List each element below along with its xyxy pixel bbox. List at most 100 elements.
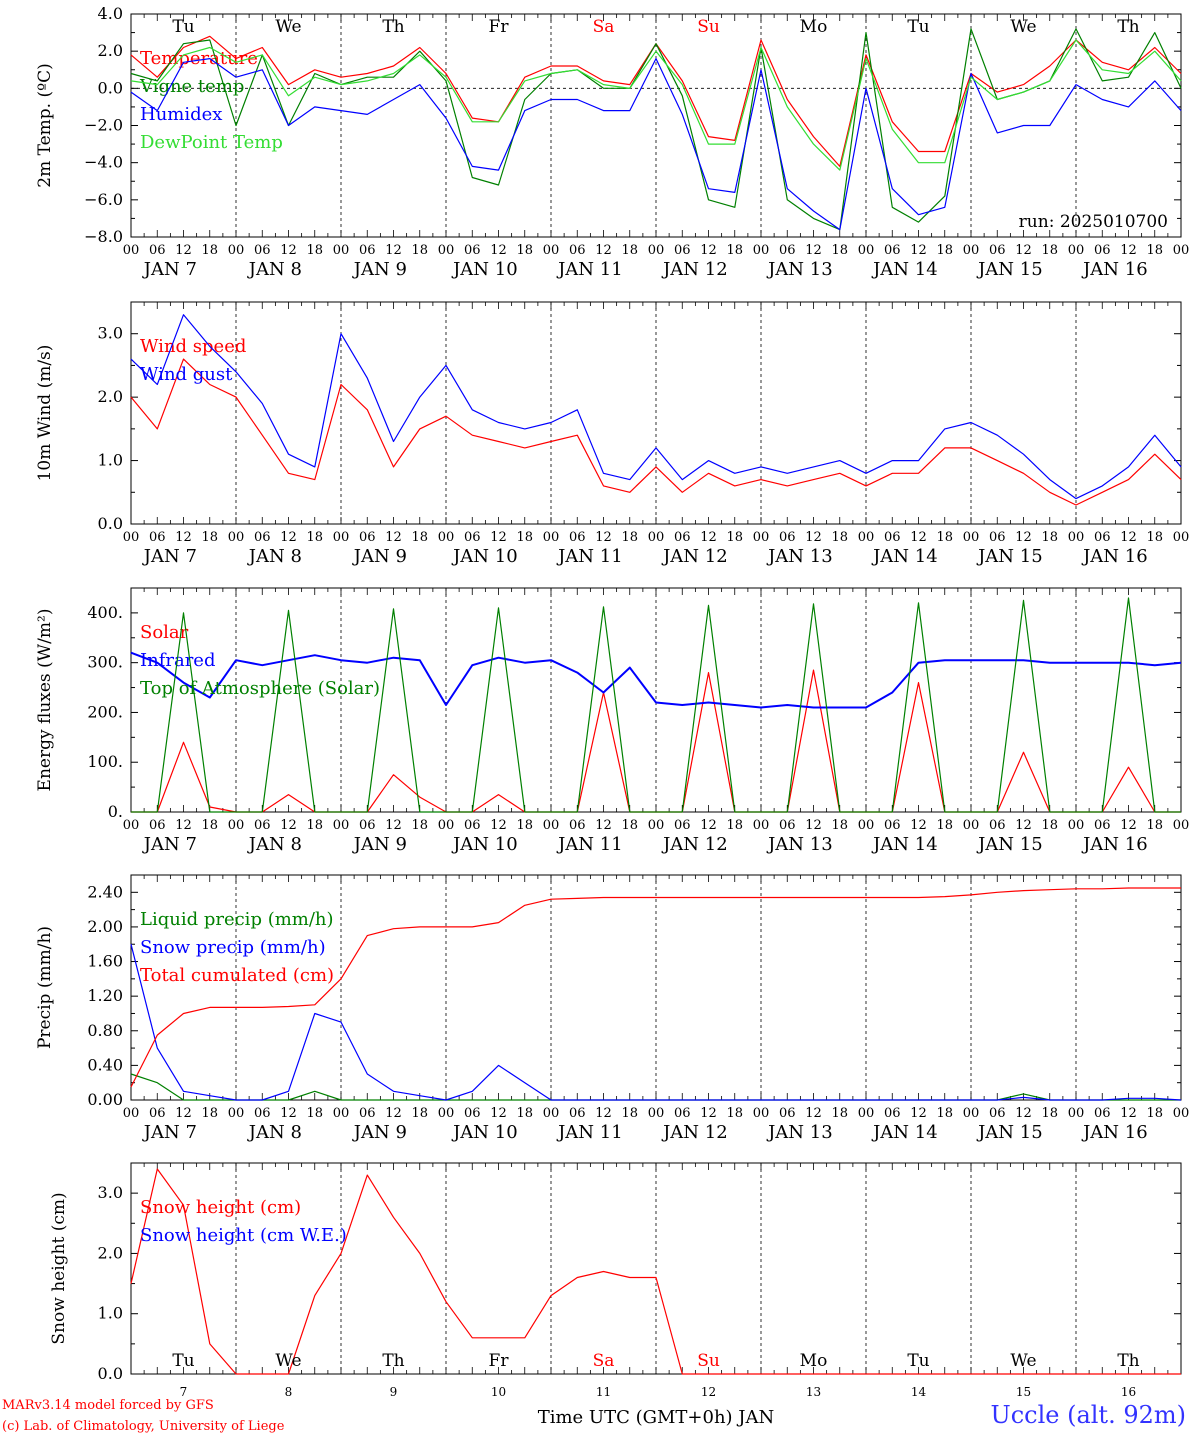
series-line-snow-0 (130, 1168, 1181, 1375)
hour-tick-label: 00 (543, 530, 560, 545)
hour-tick-label: 12 (700, 530, 717, 545)
hour-tick-label: 18 (1146, 243, 1163, 258)
y-tick-label: 0.0 (98, 1364, 123, 1383)
day-label: Sa (593, 17, 615, 37)
hour-tick-label: 00 (333, 530, 350, 545)
hour-tick-label: 12 (1015, 530, 1032, 545)
hour-tick-label: 18 (516, 1106, 533, 1121)
hour-tick-label: 12 (595, 818, 612, 833)
y-axis-label-energy: Energy fluxes (W/m²) (35, 609, 55, 792)
hour-tick-label: 12 (700, 243, 717, 258)
date-label: JAN 13 (766, 834, 833, 855)
day-label-inside: Tu (172, 1351, 194, 1371)
date-label: JAN 10 (451, 834, 518, 855)
hour-tick-label: 12 (490, 530, 507, 545)
day-label-inside: Sa (593, 1351, 615, 1371)
legend-entry-temp-2: Humidex (140, 104, 222, 125)
hour-tick-label: 06 (359, 1106, 376, 1121)
date-label: JAN 8 (247, 1122, 302, 1143)
time-axis-label: Time UTC (GMT+0h) JAN (538, 1407, 775, 1428)
hour-tick-label: 06 (464, 818, 481, 833)
date-number-label: 8 (285, 1385, 293, 1399)
date-label: JAN 14 (871, 259, 938, 280)
hour-tick-label: 12 (175, 1106, 192, 1121)
y-tick-label: 200. (87, 702, 123, 721)
y-tick-label: 3.0 (98, 324, 123, 343)
hour-tick-label: 00 (858, 1106, 875, 1121)
date-label: JAN 16 (1081, 546, 1148, 567)
series-line-wind-1 (130, 314, 1182, 500)
hour-tick-label: 12 (385, 243, 402, 258)
hour-tick-label: 18 (516, 530, 533, 545)
hour-tick-label: 18 (831, 243, 848, 258)
date-number-label: 11 (596, 1385, 611, 1399)
hour-tick-label: 18 (936, 1106, 953, 1121)
hour-tick-label: 06 (1094, 243, 1111, 258)
hour-tick-label: 18 (621, 243, 638, 258)
series-line-precip-1 (130, 944, 1182, 1101)
y-tick-label: 1.0 (98, 1304, 123, 1323)
hour-tick-label: 18 (831, 530, 848, 545)
hour-tick-label: 18 (201, 1106, 218, 1121)
series-line-energy-2 (131, 597, 1181, 813)
y-tick-label: 0.40 (87, 1055, 123, 1074)
date-label: JAN 13 (766, 259, 833, 280)
y-axis-label-wind: 10m Wind (m/s) (35, 345, 55, 482)
hour-tick-label: 06 (464, 243, 481, 258)
y-tick-label: 2.0 (98, 1243, 123, 1262)
hour-tick-label: 06 (149, 818, 166, 833)
day-label-inside: We (1010, 1351, 1036, 1371)
date-label: JAN 10 (451, 546, 518, 567)
date-label: JAN 15 (976, 546, 1043, 567)
y-tick-label: 2.00 (87, 917, 123, 936)
hour-tick-label: 18 (726, 243, 743, 258)
hour-tick-label: 00 (648, 243, 665, 258)
date-label: JAN 15 (976, 834, 1043, 855)
date-label: JAN 13 (766, 1122, 833, 1143)
y-tick-label: 0.0 (98, 78, 123, 97)
date-label: JAN 11 (556, 259, 623, 280)
hour-tick-label: 00 (438, 818, 455, 833)
hour-tick-label: 12 (700, 818, 717, 833)
hour-tick-label: 00 (648, 530, 665, 545)
legend-entry-snow-1: Snow height (cm W.E.) (140, 1225, 347, 1246)
date-label: JAN 8 (247, 546, 302, 567)
hour-tick-label: 12 (385, 530, 402, 545)
hour-tick-label: 00 (438, 530, 455, 545)
day-label-inside: Th (1117, 1351, 1139, 1371)
y-tick-label: 300. (87, 653, 123, 672)
day-label: Th (382, 17, 404, 37)
y-tick-label: 400. (87, 603, 123, 622)
hour-tick-label: 06 (1094, 1106, 1111, 1121)
day-label: Th (1117, 17, 1139, 37)
hour-tick-label: 18 (1041, 530, 1058, 545)
hour-tick-label: 06 (674, 530, 691, 545)
hour-tick-label: 06 (1094, 530, 1111, 545)
hour-tick-label: 12 (490, 243, 507, 258)
hour-tick-label: 00 (963, 1106, 980, 1121)
run-annotation: run: 2025010700 (1019, 212, 1168, 232)
hour-tick-label: 12 (805, 818, 822, 833)
hour-tick-label: 00 (123, 530, 140, 545)
hour-tick-label: 00 (753, 243, 770, 258)
credit-model: MARv3.14 model forced by GFS (2, 1398, 214, 1413)
date-number-label: 12 (701, 1385, 716, 1399)
hour-tick-label: 06 (359, 530, 376, 545)
hour-tick-label: 06 (359, 818, 376, 833)
hour-tick-label: 12 (910, 818, 927, 833)
hour-tick-label: 12 (910, 530, 927, 545)
hour-tick-label: 00 (963, 818, 980, 833)
date-number-label: 13 (806, 1385, 821, 1399)
y-tick-label: 2.40 (87, 882, 123, 901)
hour-tick-label: 06 (254, 1106, 271, 1121)
hour-tick-label: 18 (1041, 1106, 1058, 1121)
hour-tick-label: 18 (1146, 1106, 1163, 1121)
hour-tick-label: 18 (1146, 818, 1163, 833)
day-label: Fr (489, 17, 510, 37)
hour-tick-label: 12 (1015, 1106, 1032, 1121)
hour-tick-label: 00 (543, 818, 560, 833)
hour-tick-label: 00 (648, 818, 665, 833)
date-label: JAN 11 (556, 834, 623, 855)
legend-entry-wind-1: Wind gust (140, 364, 233, 385)
hour-tick-label: 12 (280, 1106, 297, 1121)
